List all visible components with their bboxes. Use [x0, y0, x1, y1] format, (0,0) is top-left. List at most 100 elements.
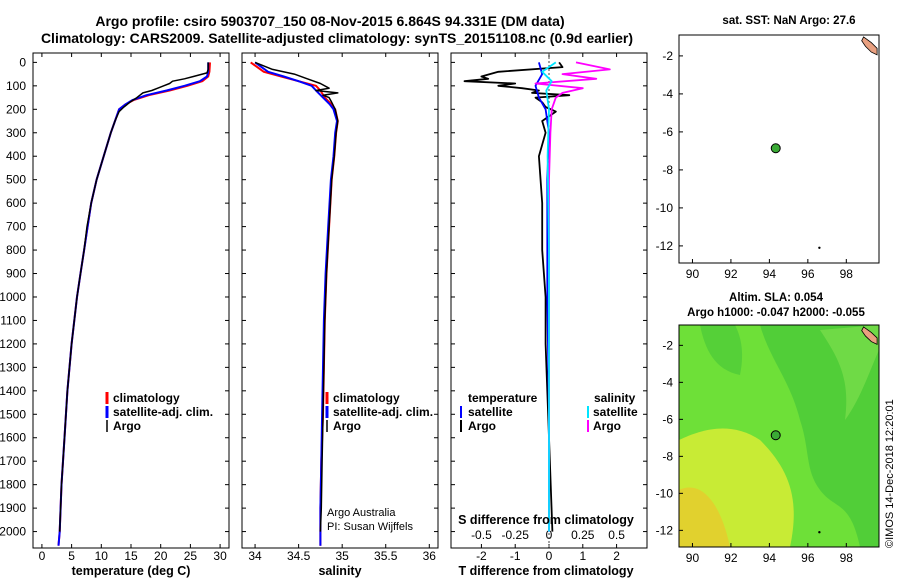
depth-tick-label: 100 [6, 79, 26, 93]
map-y-tick-label: -6 [662, 125, 673, 139]
map-x-tick-label: 98 [840, 551, 854, 565]
x-tick-label: 5 [68, 549, 75, 563]
x-tick-label: -2 [476, 549, 487, 563]
depth-tick-label: 800 [6, 243, 26, 257]
profile-line-temperature-satellite [534, 62, 550, 532]
legend-satellite: satellite-adj. clim. [113, 405, 213, 419]
map-x-tick-label: 94 [763, 267, 777, 281]
profile-line-temperature-argo [463, 61, 571, 532]
float-position-marker [770, 430, 781, 441]
salinity-panel [241, 52, 439, 549]
coastline [861, 36, 878, 56]
x-tick-label: 0 [546, 549, 553, 563]
x-tick-label: 35 [335, 549, 349, 563]
map-y-tick-label: -8 [662, 449, 673, 463]
map-y-tick-label: -12 [656, 239, 674, 253]
depth-tick-label: 1600 [0, 431, 26, 445]
x-tick-label: 15 [124, 549, 138, 563]
x2-tick-label: -0.25 [502, 528, 530, 542]
map-y-tick-label: -4 [662, 375, 673, 389]
salinity-legend: climatology satellite-adj. clim. Argo [325, 391, 433, 433]
profile-line-climatology [57, 62, 211, 546]
depth-tick-label: 1900 [0, 501, 26, 515]
title-line-2: Climatology: CARS2009. Satellite-adjuste… [41, 30, 633, 46]
x-tick-label: 25 [184, 549, 198, 563]
profile-line-satellite-adj-clim- [254, 61, 338, 546]
depth-tick-label: 0 [19, 55, 26, 69]
temperature-xlabel: temperature (deg C) [72, 564, 191, 578]
map-y-tick-label: -2 [662, 338, 673, 352]
depth-tick-label: 1100 [0, 313, 26, 327]
depth-tick-label: 500 [6, 173, 26, 187]
profile-line-satellite-adj-clim- [57, 62, 210, 546]
altimetry-map-axes: 90 92 94 96 98 -2 -4 -6 -8 -10 -12 [656, 338, 854, 565]
difference-xlabel: T difference from climatology [458, 564, 633, 578]
profile-line-argo [254, 61, 339, 532]
sst-map-title: sat. SST: NaN Argo: 27.6 [722, 15, 855, 27]
credit-pi: PI: Susan Wijffels [327, 521, 413, 533]
legend-sal-argo: Argo [593, 419, 621, 433]
difference-lines [463, 53, 611, 548]
altimetry-map-subtitle: Argo h1000: -0.047 h2000: -0.055 [687, 307, 865, 319]
depth-tick-label: 700 [6, 220, 26, 234]
x2-tick-label: 0.25 [571, 528, 595, 542]
legend-climatology: climatology [113, 391, 180, 405]
x-tick-label: 30 [213, 549, 227, 563]
altimetry-map-frame [678, 324, 880, 548]
profile-line-argo [58, 62, 209, 532]
map-x-tick-label: 96 [801, 551, 815, 565]
tick-marks: 0 5 10 15 20 25 30 34 34.5 35 35.5 36 -2 -1 0 1 2 -0.5 -0.… [33, 53, 647, 563]
credit-argo-australia: Argo Australia [327, 507, 396, 519]
legend-argo: Argo [333, 419, 361, 433]
map-x-tick-label: 90 [686, 267, 700, 281]
x-tick-label: 0 [39, 549, 46, 563]
depth-tick-label: 900 [6, 267, 26, 281]
map-x-tick-label: 96 [801, 267, 815, 281]
depth-tick-label: 300 [6, 126, 26, 140]
x-tick-label: 35.5 [374, 549, 398, 563]
sst-map-axes: 90 92 94 96 98 -2 -4 -6 -8 -10 -12 [656, 49, 854, 281]
salinity-lines [250, 61, 339, 546]
difference-legend: temperature satellite Argo salinity sate… [460, 391, 638, 433]
map-y-tick-label: -10 [656, 201, 674, 215]
profile-line-salinity-satellite [541, 61, 557, 532]
coastline [861, 326, 878, 346]
island-marker [818, 246, 821, 249]
x-tick-label: 10 [95, 549, 109, 563]
depth-tick-label: 1700 [0, 454, 26, 468]
map-y-tick-label: -2 [662, 49, 673, 63]
map-y-tick-label: -10 [656, 486, 674, 500]
x-tick-label: 2 [613, 549, 620, 563]
x-tick-label: 36 [423, 549, 437, 563]
x-tick-label: 1 [579, 549, 586, 563]
altimetry-map-title: Altim. SLA: 0.054 [729, 292, 824, 304]
x2-tick-label: -0.5 [471, 528, 492, 542]
depth-tick-label: 2000 [0, 525, 26, 539]
difference-x2label: S difference from climatology [458, 513, 634, 527]
title-line-1: Argo profile: csiro 5903707_150 08-Nov-2… [95, 13, 564, 29]
map-x-tick-label: 92 [724, 551, 738, 565]
map-y-tick-label: -4 [662, 87, 673, 101]
map-x-tick-label: 94 [763, 551, 777, 565]
x-tick-label: 20 [154, 549, 168, 563]
float-position-marker [770, 143, 781, 154]
legend-temperature-title: temperature [468, 391, 538, 405]
map-x-tick-label: 92 [724, 267, 738, 281]
imos-credit: ©IMOS 14-Dec-2018 12:20:01 [884, 399, 896, 548]
temperature-legend: climatology satellite-adj. clim. Argo [105, 391, 213, 433]
map-y-tick-label: -6 [662, 412, 673, 426]
map-x-tick-label: 98 [840, 267, 854, 281]
depth-tick-label: 200 [6, 102, 26, 116]
depth-tick-label: 600 [6, 196, 26, 210]
x-tick-label: -1 [510, 549, 521, 563]
depth-tick-label: 1000 [0, 290, 26, 304]
depth-tick-label: 1800 [0, 478, 26, 492]
legend-argo: Argo [113, 419, 141, 433]
temperature-lines [57, 62, 211, 546]
map-y-tick-label: -8 [662, 163, 673, 177]
depth-tick-label: 400 [6, 149, 26, 163]
legend-temp-argo: Argo [468, 419, 496, 433]
depth-tick-label: 1200 [0, 337, 26, 351]
legend-climatology: climatology [333, 391, 400, 405]
